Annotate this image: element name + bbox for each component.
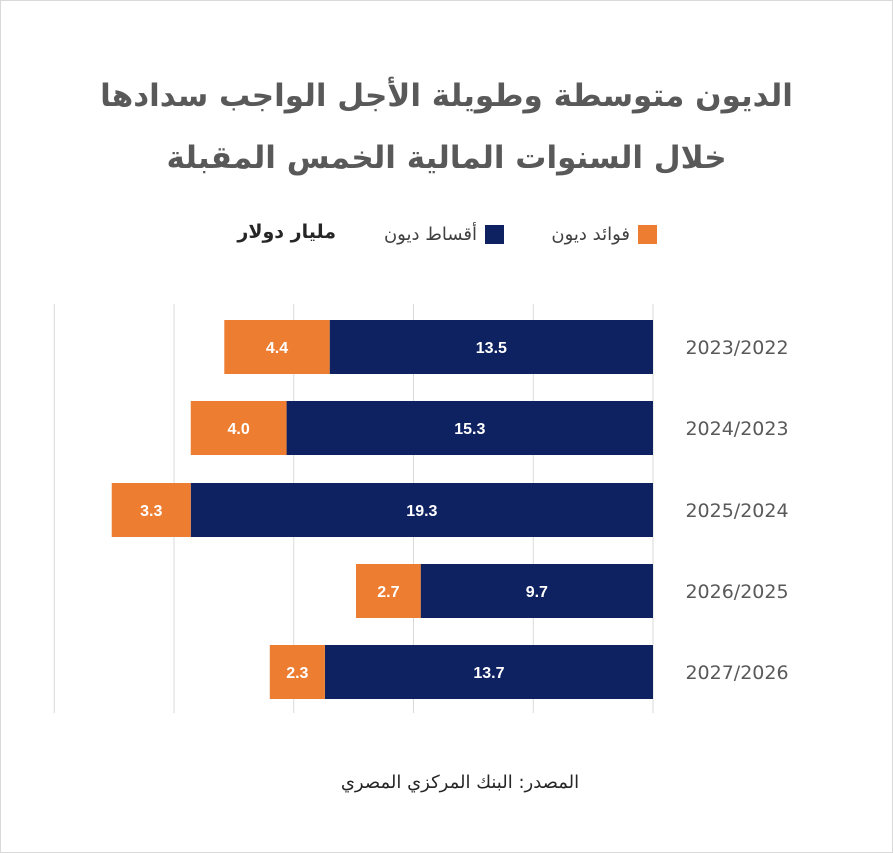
legend-item-installments: أقساط ديون — [384, 221, 504, 247]
bar-installments — [324, 645, 653, 699]
data-label-interest: 2.3 — [286, 665, 308, 682]
bar-interest — [269, 645, 325, 699]
data-label-interest: 4.4 — [266, 340, 288, 357]
legend-label-interest: فوائد ديون — [551, 223, 630, 245]
data-label-interest: 2.7 — [377, 584, 399, 601]
category-label: 2026/2025 — [685, 581, 788, 603]
category-labels: 2023/2022 2024/2023 2025/2024 2026/2025 2027… — [685, 337, 788, 684]
bar-interest — [356, 564, 421, 618]
chart-title-line-1: الديون متوسطة وطويلة الأجل الواجب سدادها — [100, 78, 793, 114]
category-label: 2023/2022 — [685, 337, 788, 359]
bar-interest — [224, 320, 330, 374]
data-label-installments: 13.5 — [476, 340, 507, 357]
legend-swatch-interest — [638, 224, 657, 244]
category-label: 2024/2023 — [685, 418, 788, 440]
category-label: 2027/2026 — [685, 662, 788, 684]
legend-swatch-installments — [485, 224, 504, 244]
legend-item-interest: فوائد ديون — [551, 221, 657, 247]
category-label: 2025/2024 — [685, 500, 788, 522]
data-label-installments: 13.7 — [473, 665, 504, 682]
data-label-installments: 15.3 — [454, 421, 485, 438]
bar-installments — [420, 564, 653, 618]
bars: 13.5 4.4 15.3 4.0 19.3 3.3 9.7 2.7 13.7 2.3 — [111, 320, 653, 699]
bar-interest — [190, 401, 287, 455]
data-label-installments: 19.3 — [406, 503, 437, 520]
bar-installments — [190, 483, 653, 537]
bar-installments — [329, 320, 653, 374]
chart-title-line-2: خلال السنوات المالية الخمس المقبلة — [166, 140, 727, 176]
bar-installments — [286, 401, 653, 455]
data-label-interest: 4.0 — [228, 421, 250, 438]
unit-label: مليار دولار — [237, 221, 336, 243]
data-label-installments: 9.7 — [526, 584, 548, 601]
data-label-interest: 3.3 — [140, 503, 162, 520]
legend-label-installments: أقساط ديون — [383, 223, 477, 245]
source-note: المصدر: البنك المركزي المصري — [340, 772, 580, 793]
bar-interest — [111, 483, 191, 537]
